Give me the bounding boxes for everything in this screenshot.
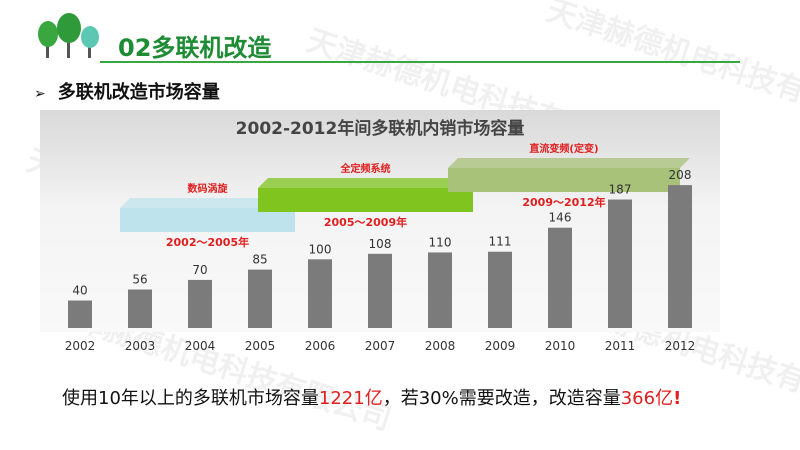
footer-exclamation: ! [673,388,682,409]
bar-value-label: 100 [309,242,332,256]
bar [488,251,512,328]
bar-value-label: 108 [369,237,392,251]
bar-value-label: 56 [132,273,147,287]
x-tick-label: 2002 [65,339,96,353]
bar [68,300,92,328]
phase-front-face [448,168,680,192]
x-tick-label: 2011 [605,339,636,353]
phase-period-label: 2009～2012年 [522,195,605,209]
phase-period-label: 2005～2009年 [324,215,407,229]
footer-summary: 使用10年以上的多联机市场容量1221亿，若30%需要改造，改造容量366亿! [62,384,681,410]
phase-step: 全定频系统 2005～2009年 [258,162,483,229]
phase-front-face [258,188,473,212]
phase-step: 直流变频(定变) 2009～2012年 [448,142,690,209]
bar-value-label: 208 [669,168,692,182]
subheading-text: 多联机改造市场容量 [57,82,220,103]
x-tick-label: 2004 [185,339,216,353]
bar-value-label: 85 [252,253,267,267]
bar [608,199,632,328]
x-tick-label: 2012 [665,339,696,353]
bar-value-label: 111 [489,235,512,249]
chart-title: 2002-2012年间多联机内销市场容量 [236,118,525,139]
phase-name-label: 直流变频(定变) [529,142,598,155]
x-tick-label: 2003 [125,339,156,353]
phase-period-label: 2002～2005年 [166,235,249,249]
bar [548,227,572,328]
bar [308,259,332,328]
bar [128,289,152,328]
bar [368,253,392,328]
x-tick-label: 2008 [425,339,456,353]
bar-value-label: 110 [429,235,452,249]
phase-top-face [448,158,690,168]
arrow-bullet-icon: ➢ [34,86,46,102]
bar-value-label: 40 [72,284,87,298]
section-heading: 02多联机改造 [118,34,272,62]
chart-container: 2002-2012年间多联机内销市场容量 数码涡旋 2002～2005年 全定频系统… [40,110,720,360]
x-tick-label: 2009 [485,339,516,353]
bar-value-label: 146 [549,211,572,225]
bar [668,185,692,328]
bar [248,269,272,328]
tree-logo-icon [38,13,99,58]
header-divider [100,61,740,63]
footer-value-2: 366亿 [620,388,674,409]
phase-name-label: 数码涡旋 [188,182,229,195]
footer-text-1: 使用10年以上的多联机市场容量 [62,388,319,409]
footer-value-1: 1221亿 [318,388,383,409]
bar [188,279,212,328]
x-tick-label: 2010 [545,339,576,353]
x-tick-label: 2005 [245,339,276,353]
bar-value-label: 187 [609,183,632,197]
phase-top-face [258,178,483,188]
phase-name-label: 全定频系统 [340,162,391,175]
bar-value-label: 70 [192,263,207,277]
bar-chart: 2002-2012年间多联机内销市场容量 数码涡旋2002～2005年全定频系统… [40,110,720,353]
x-tick-label: 2006 [305,339,336,353]
bar [428,252,452,328]
x-tick-label: 2007 [365,339,396,353]
subheading: ➢ 多联机改造市场容量 [34,78,220,104]
footer-text-2: ，若30%需要改造，改造容量 [382,388,621,409]
